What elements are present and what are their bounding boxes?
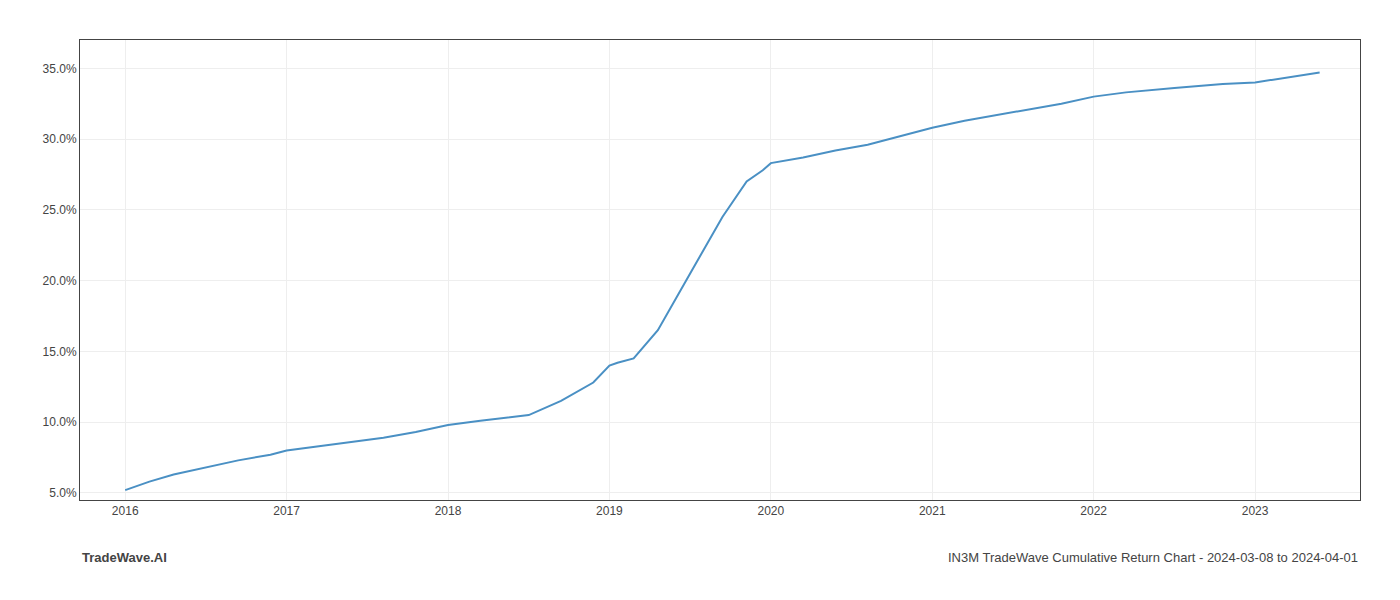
svg-text:2018: 2018 xyxy=(435,504,462,518)
svg-text:2022: 2022 xyxy=(1080,504,1107,518)
svg-text:25.0%: 25.0% xyxy=(43,203,77,217)
svg-text:2020: 2020 xyxy=(757,504,784,518)
svg-text:30.0%: 30.0% xyxy=(43,132,77,146)
svg-text:2021: 2021 xyxy=(919,504,946,518)
svg-text:TradeWave.AI: TradeWave.AI xyxy=(82,550,167,565)
svg-text:20.0%: 20.0% xyxy=(43,274,77,288)
svg-text:5.0%: 5.0% xyxy=(49,486,77,500)
svg-text:10.0%: 10.0% xyxy=(43,415,77,429)
svg-text:IN3M TradeWave Cumulative Retu: IN3M TradeWave Cumulative Return Chart -… xyxy=(948,550,1358,565)
svg-text:2019: 2019 xyxy=(596,504,623,518)
svg-text:2017: 2017 xyxy=(273,504,300,518)
svg-text:35.0%: 35.0% xyxy=(43,62,77,76)
svg-text:2023: 2023 xyxy=(1242,504,1269,518)
svg-text:15.0%: 15.0% xyxy=(43,345,77,359)
svg-text:2016: 2016 xyxy=(112,504,139,518)
